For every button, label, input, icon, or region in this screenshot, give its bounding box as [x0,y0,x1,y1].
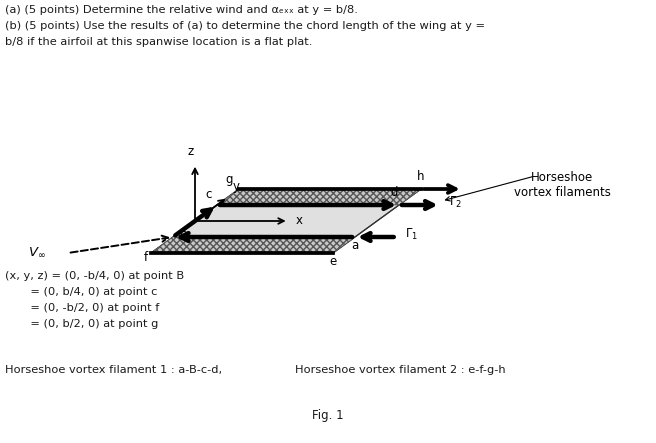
Text: $\Gamma_2$: $\Gamma_2$ [449,195,462,210]
Polygon shape [151,237,355,253]
Text: y: y [233,180,240,193]
Text: h: h [417,170,424,183]
Text: = (0, -b/2, 0) at point f: = (0, -b/2, 0) at point f [5,303,159,313]
Text: $\Gamma_1$: $\Gamma_1$ [405,227,418,242]
Text: $V_\infty$: $V_\infty$ [28,245,46,259]
Text: e: e [329,255,337,268]
Polygon shape [217,189,421,205]
Text: (x, y, z) = (0, -b/4, 0) at point B: (x, y, z) = (0, -b/4, 0) at point B [5,271,184,281]
Text: Horseshoe vortex filament 1 : a-B-c-d,: Horseshoe vortex filament 1 : a-B-c-d, [5,365,222,375]
Polygon shape [151,189,421,253]
Text: = (0, b/2, 0) at point g: = (0, b/2, 0) at point g [5,319,158,329]
Text: (a) (5 points) Determine the relative wind and αₑₓₓ at y = b/8.: (a) (5 points) Determine the relative wi… [5,5,358,15]
Text: a: a [352,239,359,252]
Text: B: B [180,230,188,244]
Text: f: f [144,251,148,264]
Text: c: c [205,188,212,201]
Text: Horseshoe vortex filament 2 : e-f-g-h: Horseshoe vortex filament 2 : e-f-g-h [295,365,506,375]
Text: Horseshoe: Horseshoe [531,171,593,184]
Text: (b) (5 points) Use the results of (a) to determine the chord length of the wing : (b) (5 points) Use the results of (a) to… [5,21,485,31]
Text: z: z [188,145,194,158]
Text: vortex filaments: vortex filaments [514,186,611,199]
Text: x: x [296,214,302,228]
Text: b/8 if the airfoil at this spanwise location is a flat plat.: b/8 if the airfoil at this spanwise loca… [5,37,312,47]
Text: d: d [390,186,398,199]
Text: Fig. 1: Fig. 1 [312,409,344,422]
Text: = (0, b/4, 0) at point c: = (0, b/4, 0) at point c [5,287,157,297]
Text: g: g [225,173,233,186]
